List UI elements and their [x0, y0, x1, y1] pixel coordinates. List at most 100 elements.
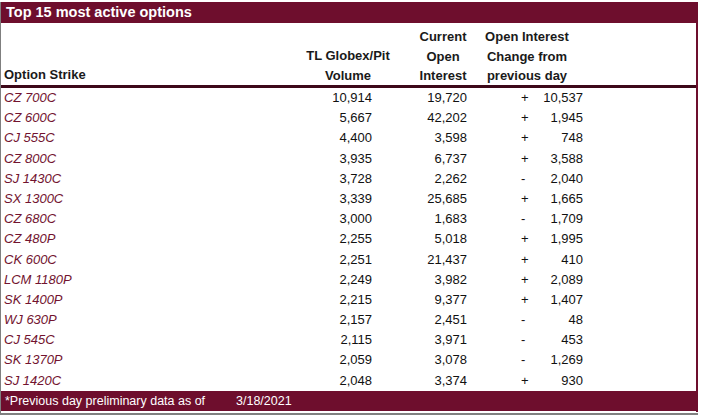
open-interest-cell: 6,737	[396, 149, 490, 169]
open-interest-cell: 1,683	[396, 209, 490, 229]
oi-change-cell: - 1,709	[490, 209, 698, 229]
volume-cell: 2,249	[300, 270, 396, 290]
volume-cell: 2,059	[300, 350, 396, 370]
change-value: 1,945	[550, 108, 583, 128]
oi-change-cell: + 748	[490, 128, 698, 148]
volume-cell: 3,339	[300, 189, 396, 209]
volume-cell: 3,935	[300, 149, 396, 169]
table-row: CZ 600C 5,667 42,202 + 1,945	[0, 108, 698, 128]
change-sign: -	[521, 169, 525, 189]
table-row: SJ 1430C 3,728 2,262 - 2,040	[0, 169, 698, 189]
table-row: WJ 630P 2,157 2,451 - 48	[0, 310, 698, 330]
volume-cell: 10,914	[300, 88, 396, 108]
volume-cell: 2,255	[300, 229, 396, 249]
volume-cell: 2,251	[300, 250, 396, 270]
change-sign: -	[521, 350, 525, 370]
open-interest-cell: 3,374	[396, 371, 490, 391]
table-row: SX 1300C 3,339 25,685 + 1,665	[0, 189, 698, 209]
open-interest-cell: 25,685	[396, 189, 490, 209]
oi-change-cell: + 410	[490, 250, 698, 270]
option-strike-cell: WJ 630P	[0, 310, 300, 330]
change-sign: +	[521, 128, 529, 148]
option-strike-cell: SK 1370P	[0, 350, 300, 370]
oi-change-cell: + 930	[490, 371, 698, 391]
oi-change-cell: - 1,269	[490, 350, 698, 370]
column-header-option-strike-label: Option Strike	[4, 67, 86, 82]
table-row: LCM 1180P 2,249 3,982 + 2,089	[0, 270, 698, 290]
change-value: 2,040	[550, 169, 583, 189]
bottom-border	[0, 413, 698, 415]
change-sign: -	[521, 209, 525, 229]
table-row: CZ 800C 3,935 6,737 + 3,588	[0, 149, 698, 169]
options-report: Top 15 most active options Option Strike…	[0, 0, 701, 416]
change-value: 748	[561, 128, 583, 148]
open-interest-cell: 3,971	[396, 330, 490, 350]
oi-change-cell: + 1,995	[490, 229, 698, 249]
volume-cell: 2,115	[300, 330, 396, 350]
table-body: CZ 700C 10,914 19,720 + 10,537 CZ 600C 5…	[0, 88, 698, 391]
open-interest-cell: 3,078	[396, 350, 490, 370]
change-value: 2,089	[550, 270, 583, 290]
table-row: CJ 555C 4,400 3,598 + 748	[0, 128, 698, 148]
table-row: CK 600C 2,251 21,437 + 410	[0, 250, 698, 270]
change-sign: +	[521, 149, 529, 169]
option-strike-cell: SX 1300C	[0, 189, 300, 209]
change-value: 410	[561, 250, 583, 270]
change-sign: -	[521, 310, 525, 330]
table-row: CZ 480P 2,255 5,018 + 1,995	[0, 229, 698, 249]
oi-change-cell: + 1,945	[490, 108, 698, 128]
table-row: SK 1370P 2,059 3,078 - 1,269	[0, 350, 698, 370]
volume-cell: 5,667	[300, 108, 396, 128]
option-strike-cell: SJ 1420C	[0, 371, 300, 391]
oi-change-cell: - 2,040	[490, 169, 698, 189]
option-strike-cell: CJ 555C	[0, 128, 300, 148]
change-sign: +	[521, 108, 529, 128]
table-row: CZ 700C 10,914 19,720 + 10,537	[0, 88, 698, 108]
change-value: 48	[569, 310, 583, 330]
title-bar: Top 15 most active options	[1, 2, 696, 23]
change-sign: +	[521, 88, 529, 108]
oi-change-cell: + 3,588	[490, 149, 698, 169]
change-value: 1,665	[550, 189, 583, 209]
column-header-volume-line1: TL Globex/Pit	[300, 46, 396, 66]
open-interest-cell: 42,202	[396, 108, 490, 128]
column-header-oi-change-line2: Change from	[464, 47, 590, 67]
volume-cell: 2,157	[300, 310, 396, 330]
oi-change-cell: + 10,537	[490, 88, 698, 108]
column-header-option-strike: Option Strike	[4, 65, 86, 85]
change-value: 1,709	[550, 209, 583, 229]
open-interest-cell: 9,377	[396, 290, 490, 310]
option-strike-cell: CZ 700C	[0, 88, 300, 108]
option-strike-cell: CZ 600C	[0, 108, 300, 128]
left-border	[0, 2, 1, 414]
volume-cell: 3,000	[300, 209, 396, 229]
column-header-oi-change-line1: Open Interest	[464, 27, 590, 47]
open-interest-cell: 21,437	[396, 250, 490, 270]
change-value: 1,407	[550, 290, 583, 310]
volume-cell: 4,400	[300, 128, 396, 148]
footer-date: 3/18/2021	[236, 391, 292, 411]
change-value: 453	[561, 330, 583, 350]
page-title: Top 15 most active options	[6, 4, 192, 20]
column-header-oi-change: Open Interest Change from previous day	[464, 27, 590, 86]
table-row: SK 1400P 2,215 9,377 + 1,407	[0, 290, 698, 310]
column-header-volume: TL Globex/Pit Volume	[300, 46, 396, 85]
change-value: 10,537	[543, 88, 583, 108]
table-row: CJ 545C 2,115 3,971 - 453	[0, 330, 698, 350]
open-interest-cell: 19,720	[396, 88, 490, 108]
open-interest-cell: 5,018	[396, 229, 490, 249]
table-row: CZ 680C 3,000 1,683 - 1,709	[0, 209, 698, 229]
open-interest-cell: 2,451	[396, 310, 490, 330]
change-sign: +	[521, 229, 529, 249]
change-sign: +	[521, 189, 529, 209]
change-value: 1,995	[550, 229, 583, 249]
change-sign: +	[521, 290, 529, 310]
change-value: 930	[561, 371, 583, 391]
footer-note: *Previous day preliminary data as of	[5, 391, 205, 411]
option-strike-cell: CZ 800C	[0, 149, 300, 169]
change-value: 1,269	[550, 350, 583, 370]
option-strike-cell: SK 1400P	[0, 290, 300, 310]
change-sign: +	[521, 371, 529, 391]
oi-change-cell: + 1,407	[490, 290, 698, 310]
table-row: SJ 1420C 2,048 3,374 + 930	[0, 371, 698, 391]
